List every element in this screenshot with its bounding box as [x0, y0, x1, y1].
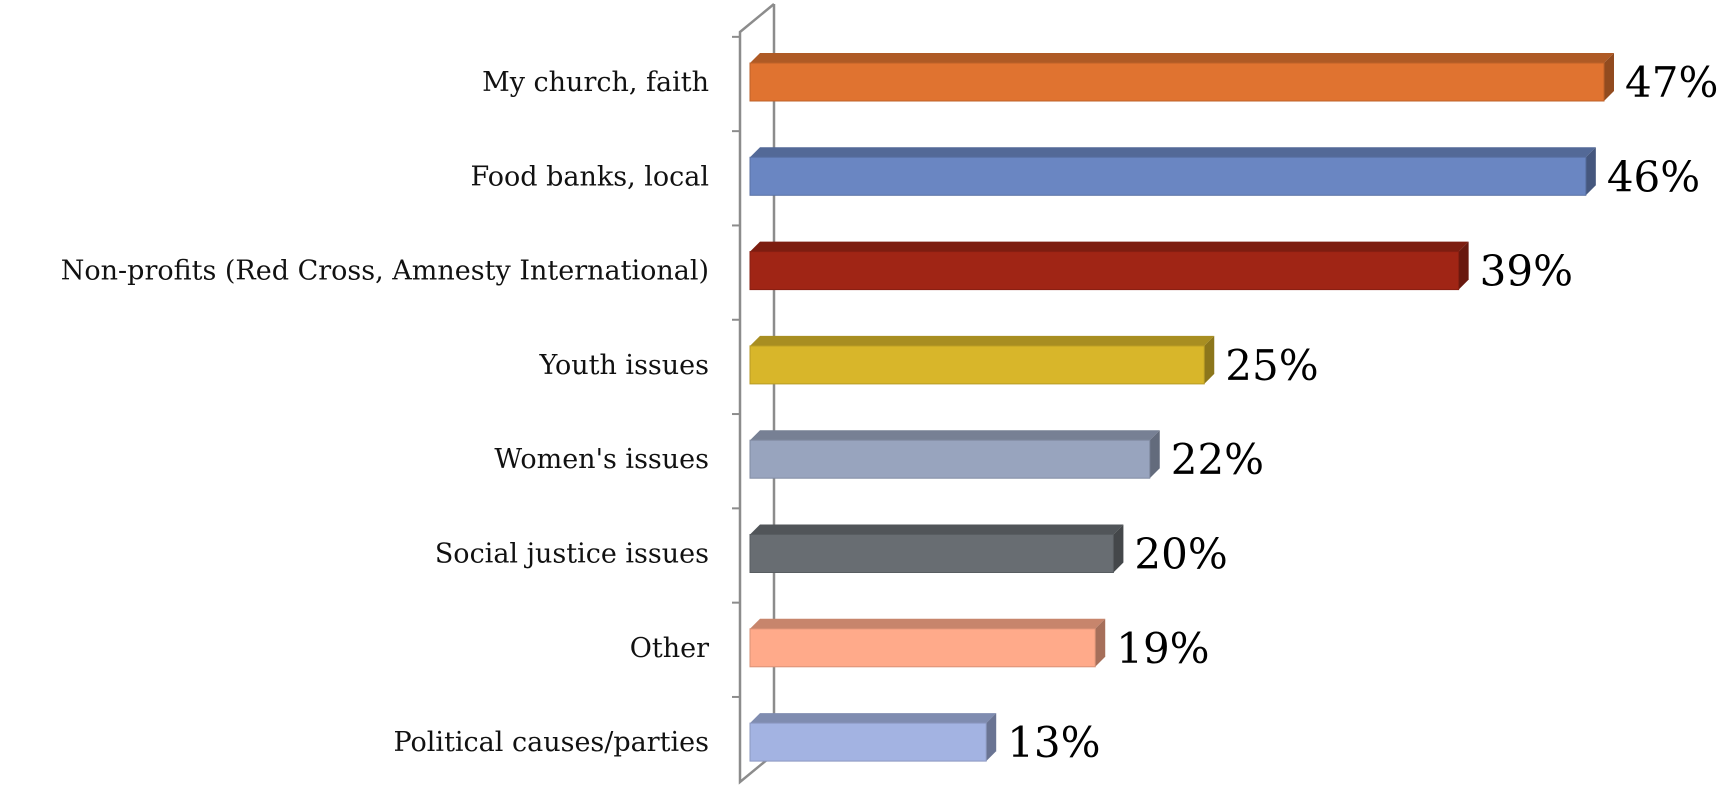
axis-wall [738, 3, 775, 785]
category-label: Social justice issues [435, 539, 709, 570]
bar-top-face [750, 335, 1215, 346]
bar-top-face [750, 147, 1596, 158]
data-label: 25% [1225, 341, 1318, 390]
bar-front-face [749, 628, 1096, 668]
bar [749, 241, 1469, 291]
bar [749, 53, 1614, 102]
bar-side-face [1204, 335, 1215, 384]
bar-top-face [750, 713, 997, 724]
bar-top-face [750, 618, 1106, 629]
bar [749, 430, 1160, 479]
bar [749, 524, 1124, 573]
category-label: Non-profits (Red Cross, Amnesty Internat… [61, 256, 709, 287]
bar-side-face [986, 713, 997, 762]
chart-axis [732, 3, 776, 785]
data-label: 20% [1134, 530, 1227, 579]
bar-top-face [750, 53, 1614, 63]
data-label: 46% [1607, 152, 1700, 201]
bar [749, 147, 1596, 196]
bar-front-face [749, 156, 1587, 196]
bar-front-face [749, 439, 1151, 479]
bar [749, 713, 997, 762]
category-label: Political causes/parties [393, 727, 709, 758]
category-label: Other [630, 633, 709, 664]
bar-front-face [749, 62, 1605, 102]
bar-side-face [1458, 241, 1469, 290]
bar-front-face [749, 534, 1114, 573]
data-label: 47% [1625, 58, 1717, 107]
bar-front-face [749, 345, 1205, 385]
data-label: 22% [1171, 435, 1264, 484]
data-label: 13% [1007, 718, 1100, 767]
data-label: 39% [1480, 247, 1573, 296]
category-label: My church, faith [482, 67, 709, 98]
category-label: Food banks, local [470, 161, 709, 192]
bar-front-face [749, 722, 987, 762]
category-label: Youth issues [538, 350, 709, 381]
bar-side-face [1149, 430, 1160, 479]
bar-top-face [750, 524, 1124, 535]
chart-labels: 47% My church, faith 46% Food banks, local 3… [61, 58, 1717, 767]
bar-top-face [750, 430, 1160, 441]
category-label: Women's issues [494, 444, 709, 475]
chart-bars [749, 53, 1614, 762]
bar [749, 618, 1106, 668]
bar-top-face [750, 241, 1469, 252]
bar-side-face [1604, 53, 1614, 101]
bar-side-face [1585, 147, 1596, 196]
bar-front-face [749, 251, 1460, 291]
bar-side-face [1113, 524, 1124, 573]
bar-side-face [1095, 618, 1106, 667]
data-label: 19% [1116, 624, 1209, 673]
bar [749, 335, 1215, 385]
